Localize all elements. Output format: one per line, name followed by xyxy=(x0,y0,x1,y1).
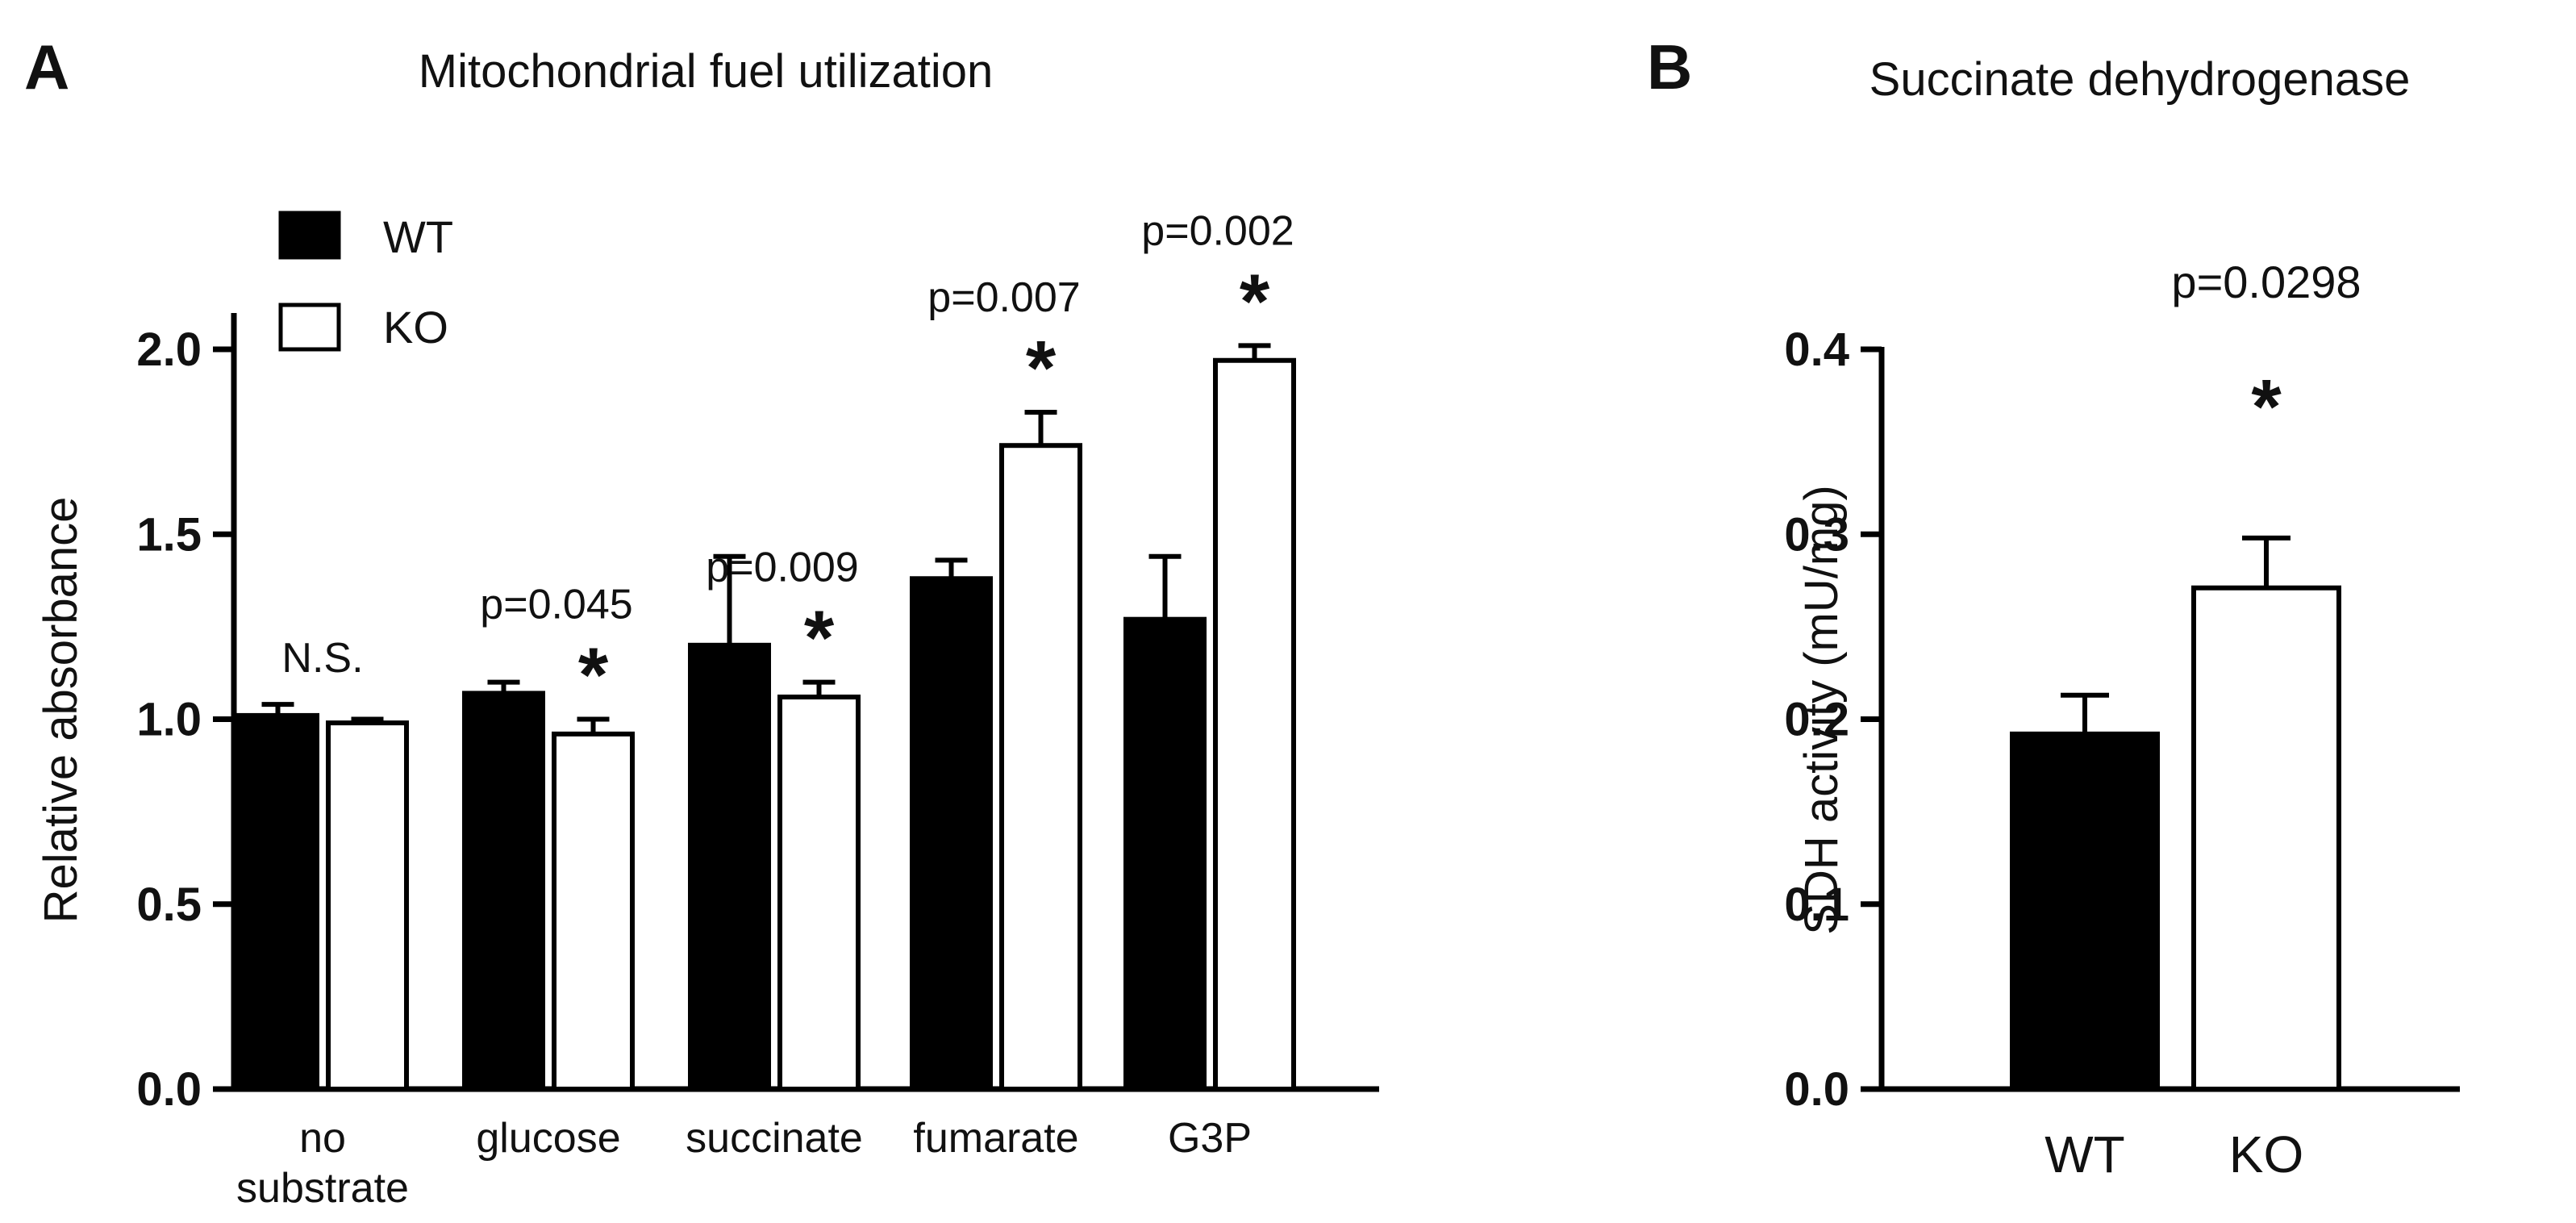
panel-a-p-value: p=0.009 xyxy=(706,545,858,591)
legend-wt-swatch xyxy=(278,211,341,260)
bar-wt-2 xyxy=(462,691,545,1092)
panel-b-significance-star: * xyxy=(2251,364,2282,450)
bar-wt-1 xyxy=(236,712,319,1092)
bar-wt-5 xyxy=(1123,616,1207,1092)
panel-b-y-tick-label: 0.3 xyxy=(1784,508,1849,561)
panel-b-p-value: p=0.0298 xyxy=(2171,257,2361,307)
panel-b-category-label: KO xyxy=(2229,1125,2303,1183)
chart-b: 0.0 0.1 0.2 0.3 0.4 WT KO * p=0.0298 xyxy=(1784,257,2460,1183)
panel-a-significance-star: * xyxy=(1026,325,1057,411)
bar-wt-4 xyxy=(910,576,993,1092)
legend-ko-swatch xyxy=(278,303,341,352)
panel-a-y-tick-label: 1.0 xyxy=(136,694,202,746)
bar-ko-1 xyxy=(326,720,409,1092)
panel-b-y-tick-label: 0.4 xyxy=(1784,323,1849,376)
panel-b-y-tick-label: 0.1 xyxy=(1784,879,1849,931)
panel-b-title: Succinate dehydrogenase xyxy=(1869,53,2411,106)
panel-a-p-value: p=0.045 xyxy=(480,582,632,628)
panel-a-category-label: G3P xyxy=(1168,1115,1252,1162)
bar-b-ko xyxy=(2191,585,2341,1092)
panel-b-y-axis-label: SDH activity (mU/mg) xyxy=(1795,485,1848,934)
bar-ko-4 xyxy=(999,443,1082,1092)
legend-ko-label: KO xyxy=(383,302,448,353)
panel-a-category-label: glucose xyxy=(476,1115,620,1162)
panel-a-y-tick-label: 0.0 xyxy=(136,1063,202,1116)
panel-a-y-tick-label: 2.0 xyxy=(136,323,202,376)
panel-a-y-tick-label: 1.5 xyxy=(136,508,202,561)
panel-a-letter: A xyxy=(24,31,69,102)
panel-b-letter: B xyxy=(1647,31,1692,102)
panel-a-y-axis-label: Relative absorbance xyxy=(35,497,87,924)
panel-a-category-label: no substrate xyxy=(236,1115,409,1212)
bar-ko-5 xyxy=(1213,357,1296,1092)
bar-b-wt xyxy=(2010,731,2160,1092)
bar-ko-3 xyxy=(777,694,861,1092)
panel-b-y-tick-label: 0.2 xyxy=(1784,694,1849,746)
legend-wt-label: WT xyxy=(383,211,453,262)
panel-a-p-value: p=0.007 xyxy=(927,274,1080,321)
chart-a: 0.00.51.01.52.0no substrateN.S.glucose*p=… xyxy=(136,207,1379,1212)
bar-ko-2 xyxy=(552,731,635,1092)
panel-a-p-value: p=0.002 xyxy=(1141,207,1294,254)
panel-a-category-label: succinate xyxy=(686,1115,863,1162)
panel-a-significance-star: * xyxy=(804,595,835,682)
panel-a-significance-star: * xyxy=(578,632,609,719)
panel-b-category-label: WT xyxy=(2045,1125,2125,1183)
panel-a-significance-star: * xyxy=(1240,258,1270,344)
panel-a-category-label: fumarate xyxy=(913,1115,1078,1162)
panel-a-title: Mitochondrial fuel utilization xyxy=(419,45,993,98)
bar-wt-3 xyxy=(688,642,771,1092)
panel-b-y-tick-label: 0.0 xyxy=(1784,1063,1849,1116)
panel-a-y-tick-label: 0.5 xyxy=(136,879,202,931)
panel-a-ns-label: N.S. xyxy=(281,635,363,682)
